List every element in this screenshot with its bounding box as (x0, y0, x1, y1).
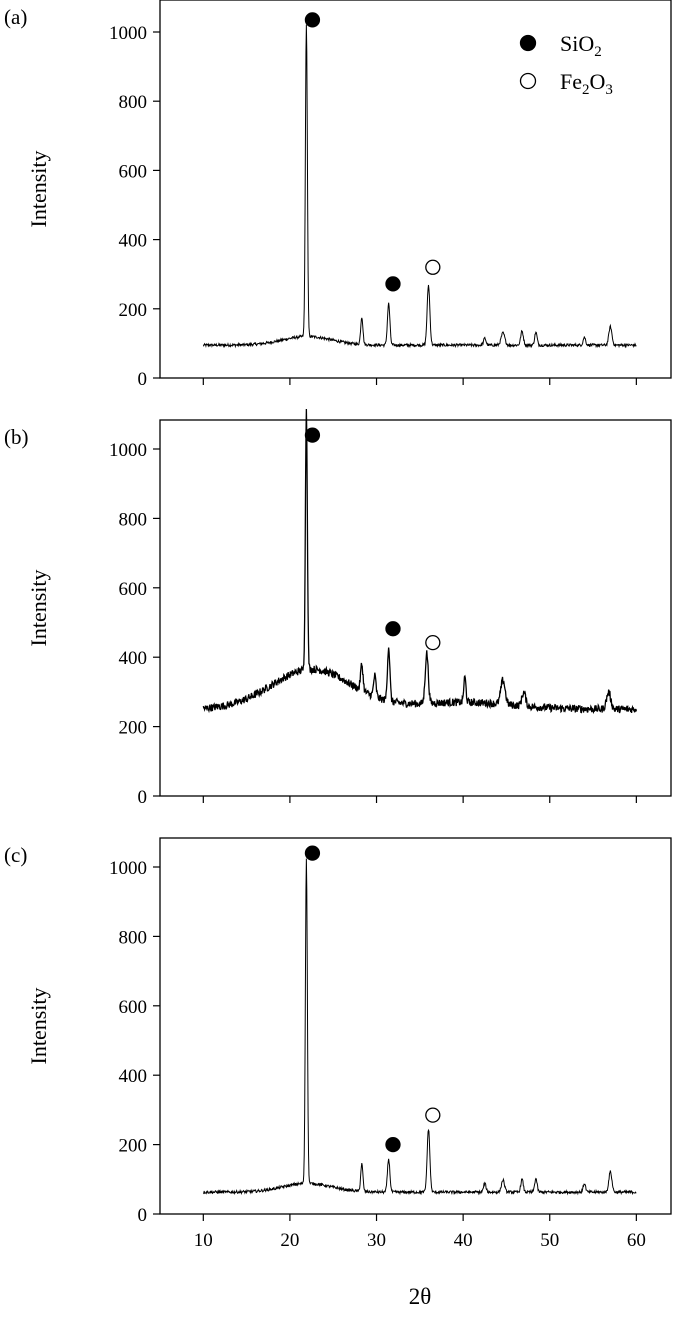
y-tick-label: 200 (119, 718, 148, 739)
y-tick-label: 1000 (109, 440, 147, 461)
sio2-marker (385, 276, 401, 292)
y-tick-label: 600 (119, 161, 148, 182)
xrd-series-line (202, 24, 637, 349)
x-tick-label: 30 (367, 1230, 386, 1251)
legend-entry-label: SiO2 (560, 31, 602, 60)
y-axis-title: Intensity (26, 988, 51, 1065)
sio2-marker (304, 427, 321, 443)
sio2-marker (304, 12, 321, 28)
y-tick-label: 1000 (109, 858, 147, 879)
x-tick-label: 60 (627, 1230, 646, 1251)
fe2o3-marker (425, 259, 441, 275)
y-axis-title: Intensity (26, 151, 51, 228)
y-tick-label: 200 (119, 300, 148, 321)
sio2-marker (385, 1136, 401, 1153)
y-tick-label: 0 (138, 369, 148, 390)
y-tick-label: 600 (119, 997, 148, 1018)
legend: SiO2 Fe2O3 (519, 31, 613, 98)
panel-b: (b) 0 200 400 600 800 1000 Intensity (4, 409, 672, 808)
plot-frame (159, 419, 672, 797)
sio2-marker (304, 845, 321, 861)
sio2-legend-marker (519, 34, 537, 52)
fe2o3-legend-marker (519, 72, 537, 90)
y-tick-label: 400 (119, 1066, 148, 1087)
panel-label: (b) (4, 425, 29, 449)
x-tick-label: 20 (280, 1230, 299, 1251)
fe2o3-marker (425, 634, 441, 651)
y-tick-label: 200 (119, 1136, 148, 1157)
plot-frame (159, 0, 672, 379)
x-tick-label: 10 (194, 1230, 213, 1251)
x-tick-label: 50 (540, 1230, 559, 1251)
y-tick-label: 400 (119, 648, 148, 669)
plot-frame (159, 837, 672, 1215)
y-axis-title: Intensity (26, 570, 51, 647)
legend-entry-label: Fe2O3 (560, 69, 613, 98)
xrd-series-line (202, 858, 637, 1196)
panel-label: (a) (4, 5, 27, 29)
y-tick-label: 800 (119, 92, 148, 113)
panel-a: (a) 0 200 400 600 800 1000 Intensity (4, 0, 672, 390)
y-tick-label: 600 (119, 579, 148, 600)
x-tick-label: 40 (454, 1230, 473, 1251)
y-tick-label: 800 (119, 927, 148, 948)
y-tick-label: 0 (138, 1205, 148, 1226)
panel-c: (c) 0 200 400 600 800 1000 Intensity (4, 837, 672, 1226)
y-tick-label: 0 (138, 787, 148, 808)
xrd-series-line (202, 409, 637, 715)
x-axis-title: 2θ (409, 1284, 432, 1309)
sio2-marker (385, 621, 401, 637)
fe2o3-marker (425, 1107, 441, 1123)
y-tick-label: 400 (119, 231, 148, 252)
y-tick-label: 1000 (109, 23, 147, 44)
panel-label: (c) (4, 843, 27, 867)
y-tick-label: 800 (119, 509, 148, 530)
